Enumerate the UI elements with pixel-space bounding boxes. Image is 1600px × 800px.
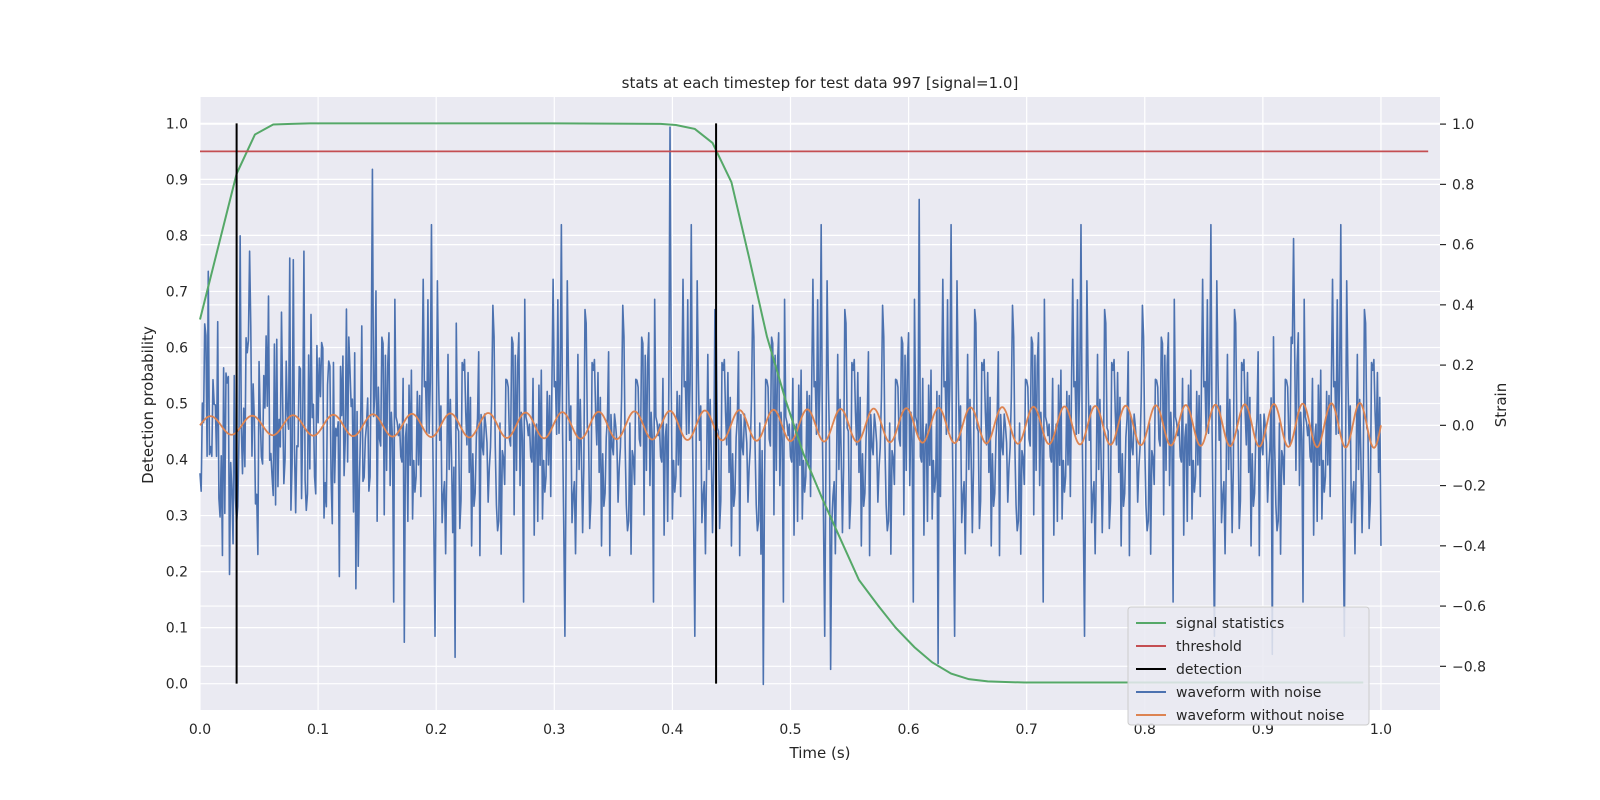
legend-label: waveform with noise bbox=[1176, 685, 1321, 701]
y-left-tick-label: 0.2 bbox=[166, 565, 188, 581]
y-right-tick-label: 0.6 bbox=[1452, 238, 1474, 254]
y-right-tick-label: −0.6 bbox=[1452, 599, 1486, 615]
y-left-tick-label: 0.3 bbox=[166, 509, 188, 525]
series-waveform-without-noise bbox=[199, 402, 1382, 449]
y-left-tick-label: 0.0 bbox=[166, 677, 188, 693]
y-right-tick-label: 0.8 bbox=[1452, 177, 1474, 193]
x-tick-label: 0.0 bbox=[189, 722, 211, 738]
legend-label: threshold bbox=[1176, 639, 1242, 655]
y-left-tick-label: 0.9 bbox=[166, 172, 188, 188]
x-tick-label: 0.9 bbox=[1252, 722, 1274, 738]
y-right-tick-label: −0.2 bbox=[1452, 479, 1486, 495]
x-axis-ticks: 0.0 0.1 0.2 0.3 0.4 0.5 0.6 0.7 0.8 0.9 1.0 bbox=[189, 722, 1392, 738]
y-left-tick-label: 0.4 bbox=[166, 453, 188, 469]
legend-label: waveform without noise bbox=[1176, 708, 1344, 724]
y-right-axis-ticks: −0.8 −0.6 −0.4 −0.2 0.0 0.2 0.4 0.6 0.8 1.0 bbox=[1440, 117, 1486, 675]
y-right-tick-label: 0.2 bbox=[1452, 358, 1474, 374]
x-tick-label: 0.7 bbox=[1016, 722, 1038, 738]
legend: signal statistics threshold detection wavef… bbox=[1127, 606, 1370, 726]
y-right-tick-label: −0.4 bbox=[1452, 539, 1486, 555]
y-left-axis-ticks: 0.0 0.1 0.2 0.3 0.4 0.5 0.6 0.7 0.8 0.9 1.0 bbox=[166, 116, 188, 692]
y-right-tick-label: 0.0 bbox=[1452, 418, 1474, 434]
y-left-tick-label: 0.6 bbox=[166, 340, 188, 356]
legend-label: signal statistics bbox=[1176, 616, 1284, 632]
legend-box bbox=[1127, 606, 1370, 726]
y-left-tick-label: 1.0 bbox=[166, 116, 188, 132]
x-tick-label: 0.3 bbox=[543, 722, 565, 738]
y-right-axis-label: Strain bbox=[1492, 383, 1510, 427]
y-left-tick-label: 0.1 bbox=[166, 621, 188, 637]
y-left-tick-label: 0.8 bbox=[166, 228, 188, 244]
x-axis-label: Time (s) bbox=[789, 744, 851, 762]
x-tick-label: 0.6 bbox=[897, 722, 919, 738]
x-tick-label: 0.4 bbox=[661, 722, 683, 738]
x-tick-label: 0.8 bbox=[1134, 722, 1156, 738]
y-left-tick-label: 0.5 bbox=[166, 397, 188, 413]
series-waveform-with-noise bbox=[199, 126, 1382, 686]
x-tick-label: 0.5 bbox=[779, 722, 801, 738]
x-tick-label: 0.2 bbox=[425, 722, 447, 738]
y-right-tick-label: 0.4 bbox=[1452, 298, 1474, 314]
y-right-tick-label: 1.0 bbox=[1452, 117, 1474, 133]
series-layer bbox=[199, 122, 1429, 686]
y-left-tick-label: 0.7 bbox=[166, 284, 188, 300]
legend-label: detection bbox=[1176, 662, 1242, 678]
chart-title: stats at each timestep for test data 997… bbox=[622, 74, 1019, 92]
x-tick-label: 0.1 bbox=[307, 722, 329, 738]
x-tick-label: 1.0 bbox=[1370, 722, 1392, 738]
y-right-tick-label: −0.8 bbox=[1452, 659, 1486, 675]
series-signal-statistics bbox=[199, 122, 1364, 684]
y-left-axis-label: Detection probability bbox=[139, 326, 157, 484]
